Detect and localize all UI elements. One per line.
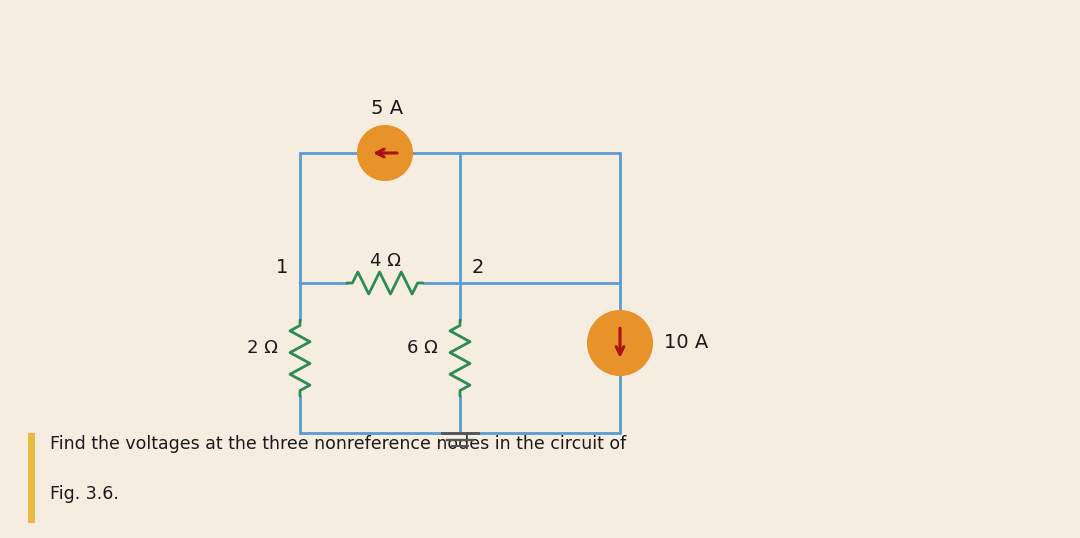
Text: 1: 1 — [275, 258, 288, 277]
Text: 6 Ω: 6 Ω — [407, 339, 438, 357]
Text: Find the voltages at the three nonreference nodes in the circuit of: Find the voltages at the three nonrefere… — [50, 435, 626, 453]
Bar — [28, 433, 35, 523]
Circle shape — [357, 126, 411, 180]
Text: 10 A: 10 A — [664, 334, 708, 352]
Text: 2 Ω: 2 Ω — [247, 339, 278, 357]
Text: 5 A: 5 A — [370, 99, 403, 118]
Circle shape — [588, 311, 652, 375]
Text: 2: 2 — [472, 258, 484, 277]
Text: 4 Ω: 4 Ω — [369, 252, 401, 270]
Text: Fig. 3.6.: Fig. 3.6. — [50, 485, 119, 503]
